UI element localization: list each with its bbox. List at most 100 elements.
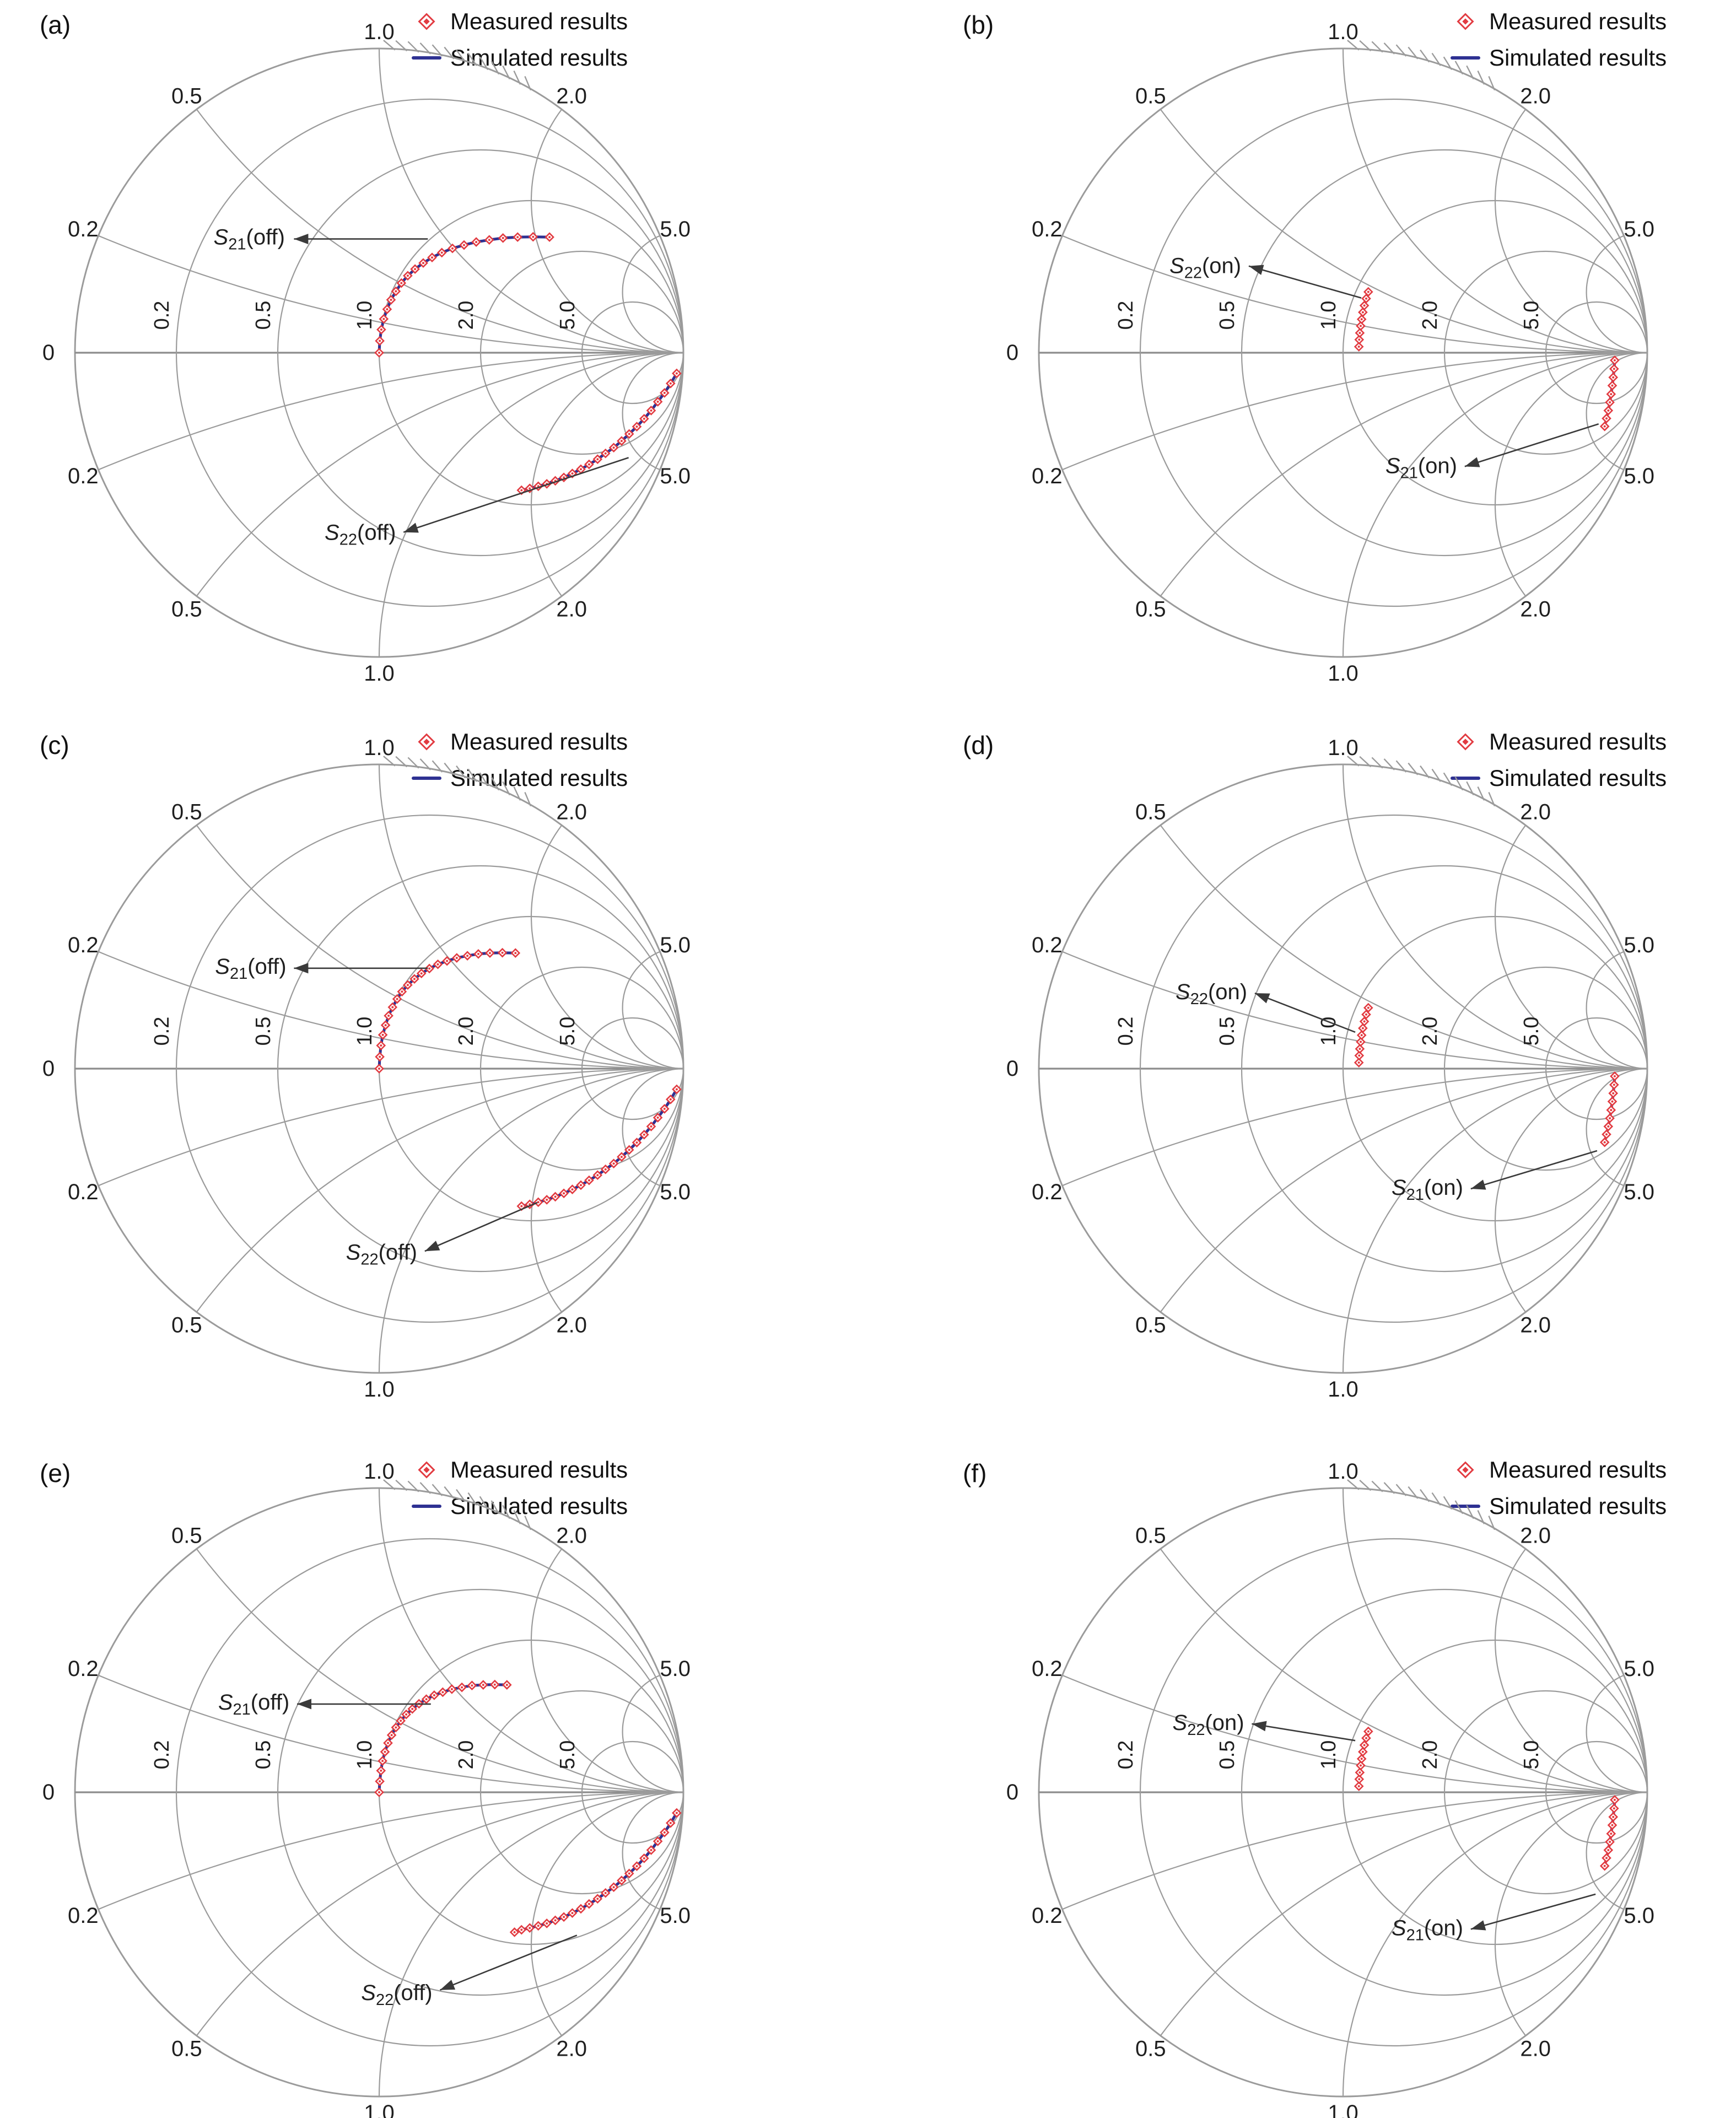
reactance-arc [98,1068,684,1187]
panel-e: (e) Measured results Simulated results 0… [0,1412,868,2118]
resistance-tick-label: 0.2 [150,1740,174,1770]
legend-measured-label: Measured results [1489,8,1667,34]
resistance-tick-label: 2.0 [455,301,478,330]
zero-tick-label: 0 [1006,341,1018,365]
reactance-tick-label: 5.0 [660,1180,691,1204]
zero-tick-label: 0 [1006,1780,1018,1804]
resistance-tick-label: 0.2 [150,1017,174,1046]
annotation-s21-off: S21(off) [215,955,428,983]
reactance-tick-label: 1.0 [1328,1377,1358,1402]
reactance-tick-label: 0.2 [68,217,99,241]
legend-simulated-row: Simulated results [411,762,628,794]
curve-s22-off [509,1808,682,1937]
reactance-tick-label: 0.2 [68,1657,99,1681]
reactance-arc [1160,1068,1648,1313]
reactance-arc [1494,1068,1648,1313]
annotation-arrowhead [1248,265,1264,275]
resistance-tick-label: 2.0 [1419,1740,1442,1770]
reactance-arc [1586,1068,1648,1187]
reactance-arc [1494,109,1648,354]
reactance-tick-label: 0.5 [171,2037,202,2061]
resistance-tick-label: 2.0 [455,1017,478,1046]
reactance-arc [1062,1068,1648,1187]
resistance-tick-label: 0.5 [252,1740,275,1770]
zero-tick-label: 0 [1006,1057,1018,1081]
reactance-tick-label: 1.0 [364,2101,395,2118]
smith-grid [1038,47,1648,658]
measured-points-s21-on [1599,355,1620,432]
legend-measured-row: Measured results [1449,726,1667,758]
reactance-tick-label: 1.0 [1328,661,1358,686]
reactance-arc [196,352,684,597]
annotation-s21-off: S21(off) [214,225,428,254]
reactance-tick-label: 1.0 [364,20,395,44]
smith-tick-labels: 0.2 0.2 0.2 0.5 0.5 0.5 1.0 1.0 1.0 2.0 2.0 2.0 5.0 5… [1006,20,1654,686]
reactance-arc [98,235,684,354]
annotation-label-s22-off: S22(off) [361,1981,432,2009]
curve-s21-on [1599,1794,1620,1871]
annotation-arrowhead [1254,993,1270,1004]
resistance-tick-label: 5.0 [556,301,579,330]
resistance-tick-label: 1.0 [1317,1017,1340,1046]
reactance-arc [196,1068,684,1313]
smith-grid [1038,1487,1648,2098]
reactance-arc [1160,109,1648,354]
reactance-tick-label: 5.0 [1624,1904,1654,1928]
reactance-arc [1494,352,1648,597]
smith-tick-labels: 0.2 0.2 0.2 0.5 0.5 0.5 1.0 1.0 1.0 2.0 2.0 2.0 5.0 5… [1006,736,1654,1402]
legend-measured-label: Measured results [1489,729,1667,754]
reactance-arc [1062,951,1648,1070]
legend: Measured results Simulated results [1449,726,1667,794]
reactance-arc [378,352,684,658]
legend-simulated-label: Simulated results [1489,45,1667,71]
annotation-label-s21-off: S21(off) [218,1690,289,1718]
reactance-tick-label: 0.5 [1135,597,1166,622]
curve-s22-off [516,1084,682,1211]
reactance-arc [1160,824,1648,1070]
smith-chart-a: 0.2 0.2 0.2 0.5 0.5 0.5 1.0 1.0 1.0 2.0 2.0 2.0 5.0 5… [42,20,691,686]
annotation-label-s21-on: S21(on) [1392,1916,1463,1944]
reactance-arc [1586,352,1648,471]
annotation-s21-off: S21(off) [218,1690,431,1718]
legend-simulated-label: Simulated results [1489,1493,1667,1519]
legend-measured-label: Measured results [450,729,628,754]
reactance-arc [1160,352,1648,597]
zero-tick-label: 0 [42,1057,55,1081]
panel-d: (d) Measured results Simulated results 0… [868,706,1736,1412]
reactance-arc [530,1068,684,1313]
panel-label: (d) [963,731,994,759]
reactance-tick-label: 0.2 [1032,464,1063,488]
reactance-tick-label: 2.0 [556,597,587,622]
reactance-tick-label: 0.5 [1135,1313,1166,1338]
legend-measured-row: Measured results [1449,1454,1667,1486]
resistance-tick-label: 0.5 [1216,301,1239,330]
smith-grid [1038,763,1648,1374]
reactance-arc [1062,1674,1648,1793]
resistance-tick-label: 1.0 [353,301,376,330]
smith-tick-labels: 0.2 0.2 0.2 0.5 0.5 0.5 1.0 1.0 1.0 2.0 2.0 2.0 5.0 5… [42,20,691,686]
reactance-arc [1062,1791,1648,1910]
simulated-line-icon [411,777,443,780]
smith-tick-labels: 0.2 0.2 0.2 0.5 0.5 0.5 1.0 1.0 1.0 2.0 2.0 2.0 5.0 5… [42,736,691,1402]
resistance-tick-label: 0.5 [252,1017,275,1046]
reactance-arc [98,1791,684,1910]
resistance-tick-label: 0.2 [1114,1740,1137,1770]
reactance-tick-label: 5.0 [1624,217,1654,241]
rim-hatch-ticks [1347,40,1496,91]
reactance-tick-label: 0.2 [68,1904,99,1928]
measured-points-s22-off [516,1084,682,1211]
reactance-tick-label: 2.0 [1520,84,1551,108]
panel-label: (f) [963,1459,987,1488]
reactance-arc [622,951,684,1070]
simulated-line-icon [1449,1505,1481,1508]
reactance-arc [1342,1068,1648,1373]
measured-points-s21-on [1599,1071,1620,1147]
annotation-arrowhead [297,1699,311,1710]
annotation-arrow-line [1254,992,1356,1033]
reactance-tick-label: 2.0 [556,84,587,108]
annotation-label-s22-on: S22(on) [1176,980,1247,1008]
rim-hatch-ticks [1347,756,1496,807]
reactance-tick-label: 0.2 [1032,1657,1063,1681]
reactance-tick-label: 1.0 [364,661,395,686]
